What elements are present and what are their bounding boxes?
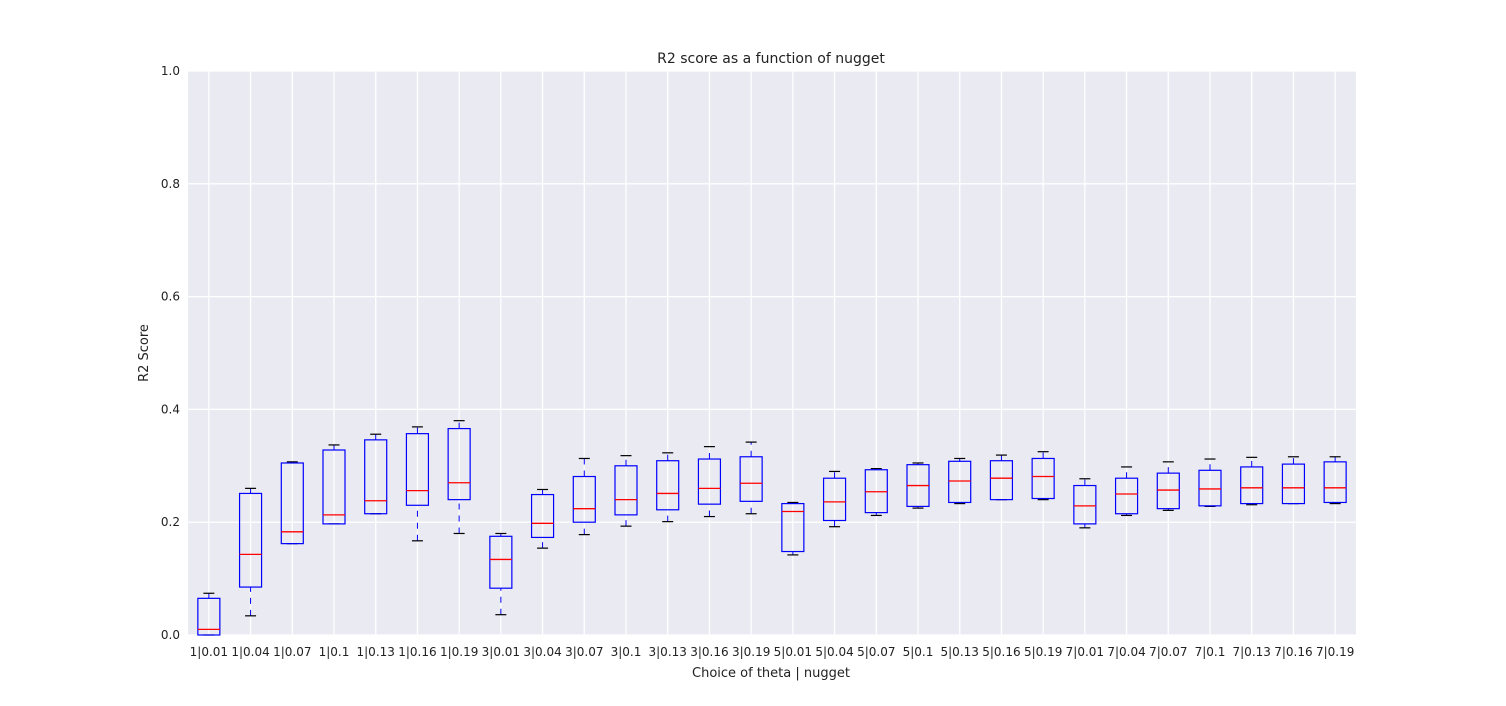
x-tick-label: 3|0.19 bbox=[732, 645, 770, 659]
iqr-box bbox=[489, 535, 513, 589]
box-plots bbox=[197, 420, 1347, 636]
box-plot-7|0.04 bbox=[1114, 466, 1139, 517]
x-tick-label: 5|0.1 bbox=[903, 645, 934, 659]
y-tick-label: 0.6 bbox=[161, 290, 180, 304]
iqr-box bbox=[572, 475, 596, 523]
box-plot-1|0.04 bbox=[238, 487, 263, 617]
y-axis-label: R2 Score bbox=[137, 324, 152, 382]
iqr-box bbox=[739, 456, 763, 502]
box-plot-7|0.1 bbox=[1198, 458, 1222, 508]
x-tick-label: 3|0.01 bbox=[482, 645, 520, 659]
iqr-box bbox=[614, 465, 638, 516]
box-plot-1|0.07 bbox=[280, 461, 304, 545]
box-plot-1|0.1 bbox=[322, 444, 346, 525]
x-tick-label: 3|0.1 bbox=[611, 645, 642, 659]
plot-background bbox=[188, 71, 1356, 635]
iqr-box bbox=[1114, 477, 1139, 515]
iqr-box bbox=[822, 477, 847, 522]
y-tick-label: 0.0 bbox=[161, 628, 180, 642]
x-tick-label: 5|0.01 bbox=[774, 645, 812, 659]
box-plot-3|0.19 bbox=[739, 441, 763, 515]
x-tick-label: 3|0.07 bbox=[565, 645, 603, 659]
x-tick-label: 1|0.13 bbox=[357, 645, 395, 659]
x-tick-label: 1|0.01 bbox=[190, 645, 228, 659]
iqr-box bbox=[781, 502, 805, 553]
x-tick-label: 3|0.16 bbox=[690, 645, 728, 659]
x-tick-label: 7|0.19 bbox=[1316, 645, 1354, 659]
tick-labels: 0.0 0.2 0.4 0.6 0.8 1.0 1|0.01 1|0.04 1|0.07 1|0.… bbox=[161, 64, 1354, 659]
x-tick-label: 1|0.04 bbox=[231, 645, 269, 659]
x-tick-label: 5|0.16 bbox=[982, 645, 1020, 659]
x-tick-label: 7|0.13 bbox=[1233, 645, 1271, 659]
x-tick-label: 7|0.1 bbox=[1195, 645, 1226, 659]
x-tick-label: 7|0.07 bbox=[1149, 645, 1187, 659]
iqr-box bbox=[197, 597, 221, 636]
iqr-box bbox=[1198, 469, 1222, 507]
x-tick-label: 5|0.13 bbox=[941, 645, 979, 659]
iqr-box bbox=[322, 449, 346, 525]
x-tick-label: 5|0.19 bbox=[1024, 645, 1062, 659]
iqr-box bbox=[530, 493, 555, 539]
x-tick-label: 1|0.1 bbox=[319, 645, 350, 659]
box-plot-1|0.16 bbox=[405, 426, 430, 542]
box-plot-3|0.04 bbox=[530, 488, 555, 549]
iqr-box bbox=[1073, 484, 1097, 525]
box-plot-1|0.13 bbox=[364, 433, 388, 515]
box-plot-5|0.16 bbox=[989, 454, 1014, 501]
box-plot-5|0.07 bbox=[864, 468, 888, 517]
x-axis-label: Choice of theta | nugget bbox=[692, 666, 850, 681]
x-tick-label: 1|0.07 bbox=[273, 645, 311, 659]
box-plot-7|0.16 bbox=[1281, 456, 1306, 505]
box-plot-5|0.13 bbox=[948, 457, 972, 505]
box-plot-3|0.13 bbox=[656, 452, 680, 523]
grid-lines bbox=[188, 70, 1356, 636]
iqr-box bbox=[697, 458, 722, 505]
box-plot-3|0.16 bbox=[697, 446, 722, 518]
box-plot-7|0.13 bbox=[1240, 456, 1264, 506]
iqr-box bbox=[238, 492, 263, 588]
x-tick-label: 1|0.16 bbox=[398, 645, 436, 659]
box-plot-5|0.1 bbox=[906, 462, 930, 509]
iqr-box bbox=[989, 460, 1014, 501]
chart-title: R2 score as a function of nugget bbox=[657, 51, 885, 67]
box-plot-3|0.1 bbox=[614, 455, 638, 527]
iqr-box bbox=[1156, 472, 1180, 510]
y-tick-label: 0.4 bbox=[161, 402, 180, 416]
x-tick-label: 5|0.07 bbox=[857, 645, 895, 659]
iqr-box bbox=[1323, 461, 1347, 504]
x-tick-label: 7|0.01 bbox=[1066, 645, 1104, 659]
x-tick-label: 7|0.16 bbox=[1274, 645, 1312, 659]
box-plot-5|0.19 bbox=[1031, 451, 1055, 501]
y-tick-label: 1.0 bbox=[161, 64, 180, 78]
iqr-box bbox=[948, 460, 972, 504]
iqr-box bbox=[405, 433, 430, 506]
x-tick-label: 1|0.19 bbox=[440, 645, 478, 659]
box-plot-7|0.07 bbox=[1156, 461, 1180, 511]
y-tick-label: 0.2 bbox=[161, 515, 180, 529]
y-tick-label: 0.8 bbox=[161, 177, 180, 191]
x-tick-label: 5|0.04 bbox=[815, 645, 853, 659]
box-plot-7|0.01 bbox=[1073, 478, 1097, 529]
iqr-box bbox=[1240, 466, 1264, 505]
x-tick-label: 7|0.04 bbox=[1107, 645, 1145, 659]
iqr-box bbox=[364, 439, 388, 515]
iqr-box bbox=[656, 460, 680, 511]
box-plot-1|0.19 bbox=[447, 420, 471, 535]
box-plot-7|0.19 bbox=[1323, 456, 1347, 505]
box-plot-3|0.01 bbox=[489, 532, 513, 616]
x-tick-label: 3|0.13 bbox=[649, 645, 687, 659]
box-plot-5|0.04 bbox=[822, 470, 847, 528]
box-plot-5|0.01 bbox=[781, 501, 805, 556]
iqr-box bbox=[447, 427, 471, 501]
x-tick-label: 3|0.04 bbox=[523, 645, 561, 659]
box-plot-3|0.07 bbox=[572, 457, 596, 536]
iqr-box bbox=[1031, 457, 1055, 500]
iqr-box bbox=[280, 462, 304, 545]
box-plot-1|0.01 bbox=[197, 592, 221, 636]
iqr-box bbox=[1281, 463, 1306, 505]
